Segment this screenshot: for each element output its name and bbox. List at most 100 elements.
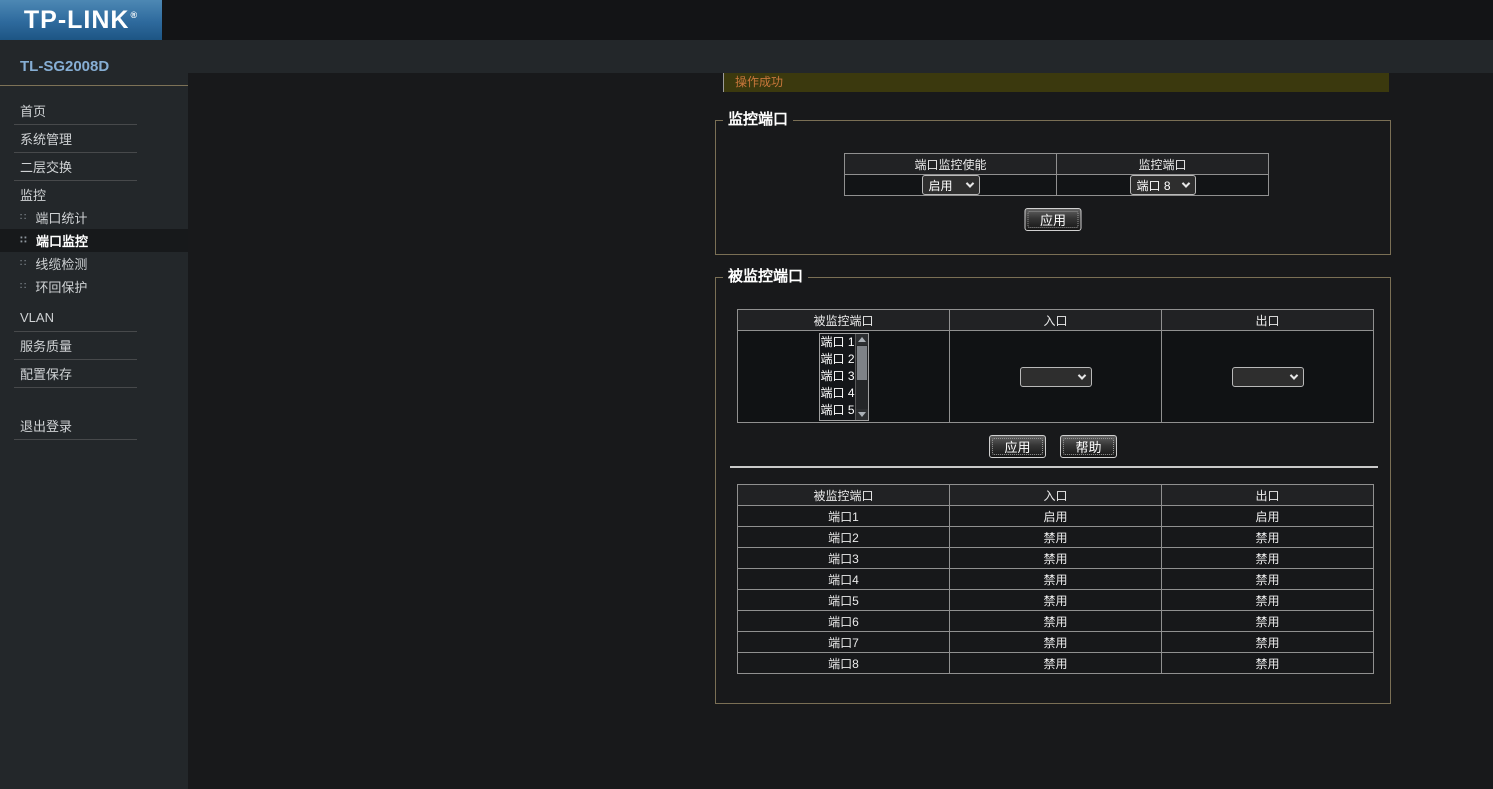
chevron-down-icon [1289,370,1298,380]
status-cell: 禁用 [949,589,1162,611]
mirrored-config-table: 被监控端口 入口 出口 端口 1 端口 2 端口 3 端口 4 端口 5 [737,309,1374,423]
status-cell: 端口3 [737,547,950,569]
status-cell: 端口4 [737,568,950,590]
status-cell: 禁用 [1161,547,1374,569]
listbox-option[interactable]: 端口 1 [820,334,855,349]
table-row: 端口7 禁用 禁用 [737,631,1374,653]
table-row: 端口5 禁用 禁用 [737,589,1374,611]
chevron-down-icon [1077,370,1086,380]
menu-divider [14,331,137,332]
mirror-apply-button[interactable]: 应用 [1024,208,1082,231]
listbox-option[interactable]: 端口 4 [820,385,855,400]
mirrored-port-listbox[interactable]: 端口 1 端口 2 端口 3 端口 4 端口 5 [818,332,869,421]
sidebar-item-label: 系统管理 [20,132,73,147]
mirrored-status-table: 被监控端口 入口 出口 端口1 启用 启用 端口2 禁用 禁用 端口3 禁用 禁用 端口4 禁用 禁用 端口… [737,484,1374,674]
column-header-enable: 端口监控使能 [844,153,1057,175]
sidebar-item-cable-test[interactable]: ∷ 线缆检测 [0,252,188,275]
column-header: 出口 [1161,309,1374,331]
menu-divider [14,359,137,360]
help-button[interactable]: 帮助 [1060,435,1117,458]
sidebar-menu: 首页 系统管理 二层交换 监控 ∷ 端口统计 ∷ 端口监控 ∷ 线缆检测 ∷ 环回保护 VLAN 服务质量… [0,86,188,440]
header-strip [188,40,1493,73]
mirror-port-section: 监控端口 端口监控使能 监控端口 启用 [715,111,1391,255]
egress-select[interactable] [1231,366,1304,387]
column-header: 入口 [949,309,1162,331]
sidebar-item-loopback[interactable]: ∷ 环回保护 [0,275,188,298]
listbox-option[interactable]: 端口 5 [820,402,855,417]
status-cell: 禁用 [1161,568,1374,590]
brand-logo-text: TP-LINK [23,5,130,34]
scrollbar-thumb[interactable] [856,345,867,380]
submenu-bullet-icon: ∷ [20,280,27,292]
status-cell: 启用 [1161,505,1374,527]
status-cell: 端口8 [737,652,950,674]
sidebar-item-monitor[interactable]: 监控 [0,183,188,206]
listbox-scrollbar[interactable] [854,333,868,420]
table-row: 端口6 禁用 禁用 [737,610,1374,632]
status-cell: 禁用 [949,568,1162,590]
sidebar-item-label: 退出登录 [20,419,73,434]
brand-logo: TP-LINK ® [0,0,162,40]
sidebar-item-port-stats[interactable]: ∷ 端口统计 [0,206,188,229]
chevron-down-icon [965,179,974,188]
listbox-option[interactable]: 端口 2 [820,351,855,366]
mirror-enable-select[interactable]: 启用 [921,175,980,195]
ingress-select[interactable] [1019,366,1092,387]
mirror-port-select[interactable]: 端口 8 [1129,175,1196,195]
status-cell: 端口5 [737,589,950,611]
listbox-option[interactable]: 端口 3 [820,368,855,383]
section-separator [730,466,1378,468]
sidebar-item-vlan[interactable]: VLAN [0,306,188,329]
status-cell: 禁用 [949,610,1162,632]
sidebar-item-label: 线缆检测 [35,257,88,272]
scrollbar-track[interactable] [855,344,868,409]
sidebar-item-label: 监控 [20,188,47,203]
column-header: 被监控端口 [737,484,950,506]
submenu-bullet-icon: ∷ [20,211,27,223]
sidebar-item-label: 二层交换 [20,160,73,175]
sidebar-item-system[interactable]: 系统管理 [0,127,188,150]
sidebar-item-port-mirror[interactable]: ∷ 端口监控 [0,229,188,252]
column-header: 出口 [1161,484,1374,506]
chevron-down-icon [1181,179,1190,188]
column-header-mirror-port: 监控端口 [1056,153,1269,175]
device-model: TL-SG2008D [20,58,110,75]
menu-divider [14,124,137,125]
mirror-port-section-title: 监控端口 [723,111,794,129]
column-header: 被监控端口 [737,309,950,331]
sidebar-item-qos[interactable]: 服务质量 [0,334,188,357]
status-cell: 禁用 [949,652,1162,674]
scroll-up-icon[interactable] [856,334,868,345]
sidebar-item-label: 环回保护 [35,280,88,295]
top-bar: TP-LINK ® [0,0,1493,40]
mirror-enable-value: 启用 [928,178,953,193]
sidebar: TL-SG2008D 首页 系统管理 二层交换 监控 ∷ 端口统计 ∷ 端口监控 ∷ 线缆检测 ∷ 环… [0,40,188,789]
status-cell: 端口2 [737,526,950,548]
sidebar-item-label: 端口监控 [35,234,88,249]
sidebar-item-label: 服务质量 [20,339,73,354]
table-row: 端口4 禁用 禁用 [737,568,1374,590]
table-row: 端口8 禁用 禁用 [737,652,1374,674]
mirrored-ports-section: 被监控端口 被监控端口 入口 出口 端口 1 端口 2 端口 3 端口 4 端口 5 [715,268,1391,704]
sidebar-item-label: 端口统计 [35,211,88,226]
status-cell: 禁用 [949,526,1162,548]
sidebar-item-home[interactable]: 首页 [0,99,188,122]
sidebar-title-divider [0,85,188,86]
sidebar-item-logout[interactable]: 退出登录 [0,414,188,437]
status-cell: 禁用 [949,631,1162,653]
status-cell: 禁用 [1161,589,1374,611]
column-header: 入口 [949,484,1162,506]
sidebar-item-l2-switch[interactable]: 二层交换 [0,155,188,178]
mirrored-ports-section-title: 被监控端口 [723,268,809,286]
menu-divider [14,387,137,388]
status-message: 操作成功 [723,73,1389,92]
scroll-down-icon[interactable] [856,409,868,420]
menu-divider [14,180,137,181]
submenu-bullet-icon: ∷ [20,234,27,246]
sidebar-item-config-save[interactable]: 配置保存 [0,362,188,385]
mirrored-apply-button[interactable]: 应用 [989,435,1046,458]
table-row: 端口1 启用 启用 [737,505,1374,527]
status-cell: 端口7 [737,631,950,653]
status-cell: 端口6 [737,610,950,632]
table-row: 启用 端口 8 [844,174,1269,196]
